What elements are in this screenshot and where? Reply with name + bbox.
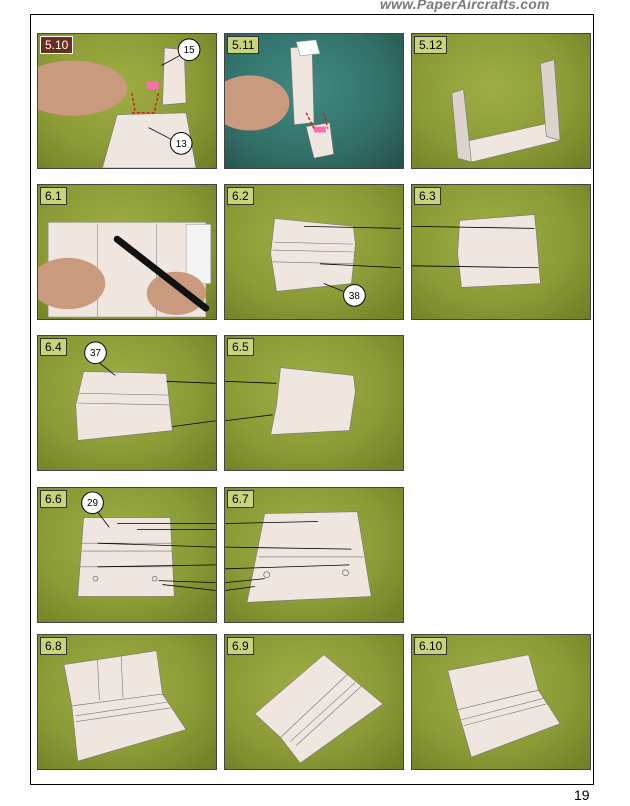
callout-38: 38 [349, 291, 360, 302]
step-label-6-4: 6.4 [40, 338, 67, 356]
step-photo-6-9: 6.9 [224, 634, 404, 770]
step-label-6-7: 6.7 [227, 490, 254, 508]
step-5-11-illustration [225, 39, 335, 159]
step-photo-5-11: 5.11 [224, 33, 404, 169]
step-label-6-3: 6.3 [414, 187, 441, 205]
site-url: www.PaperAircrafts.com [380, 0, 550, 12]
step-label-6-1: 6.1 [40, 187, 67, 205]
step-photo-6-5: 6.5 [224, 335, 404, 471]
callout-13: 13 [176, 139, 187, 150]
page-number: 19 [574, 787, 590, 803]
step-6-4-illustration: 37 [75, 341, 216, 441]
step-5-10-illustration: 15 13 [38, 38, 201, 168]
step-label-6-6: 6.6 [40, 490, 67, 508]
callout-circle-38 [343, 284, 366, 307]
step-photo-6-2: 38 6.2 [224, 184, 404, 320]
step-label-6-2: 6.2 [227, 187, 254, 205]
callout-37: 37 [90, 348, 101, 359]
paper-strip [290, 45, 315, 125]
step-photo-6-4: 37 6.4 [37, 335, 217, 471]
step-6-8-illustration [63, 650, 187, 762]
step-photo-6-7: 6.7 [224, 487, 404, 623]
hand-shape [38, 60, 127, 116]
step-6-1-illustration [38, 222, 211, 318]
step-label-5-10: 5.10 [40, 36, 74, 54]
callout-29: 29 [87, 498, 98, 509]
step-photo-6-6: 29 6.6 [37, 487, 217, 623]
step-label-6-10: 6.10 [414, 637, 448, 655]
step-label-5-11: 5.11 [227, 36, 260, 54]
step-photo-6-1: 6.1 [37, 184, 217, 320]
step-label-6-8: 6.8 [40, 637, 67, 655]
step-5-12-illustration [451, 59, 561, 163]
step-photo-5-12: 5.12 [411, 33, 591, 169]
callout-circle-13 [169, 132, 193, 155]
step-photo-6-3: 6.3 [411, 184, 591, 320]
step-6-3-illustration [412, 214, 541, 288]
step-6-9-illustration [254, 654, 384, 764]
step-6-10-illustration [447, 654, 561, 758]
step-photo-6-8: 6.8 [37, 634, 217, 770]
step-photo-6-10: 6.10 [411, 634, 591, 770]
callout-circle-37 [84, 341, 107, 365]
callout-circle-15 [177, 38, 201, 62]
hand-shape [225, 75, 290, 131]
step-6-6-illustration: 29 [77, 491, 216, 597]
step-label-6-5: 6.5 [227, 338, 254, 356]
page-frame [30, 14, 594, 785]
step-photo-5-10: 15 13 5.10 [37, 33, 217, 169]
callout-15: 15 [184, 45, 195, 56]
paper-part-13 [102, 112, 197, 168]
callout-circle-29 [81, 491, 104, 515]
step-6-7-illustration [225, 511, 372, 603]
step-label-5-12: 5.12 [414, 36, 448, 54]
glue-tab [146, 81, 159, 90]
step-label-6-9: 6.9 [227, 637, 254, 655]
step-6-2-illustration: 38 [270, 218, 401, 307]
step-6-5-illustration [225, 367, 356, 435]
